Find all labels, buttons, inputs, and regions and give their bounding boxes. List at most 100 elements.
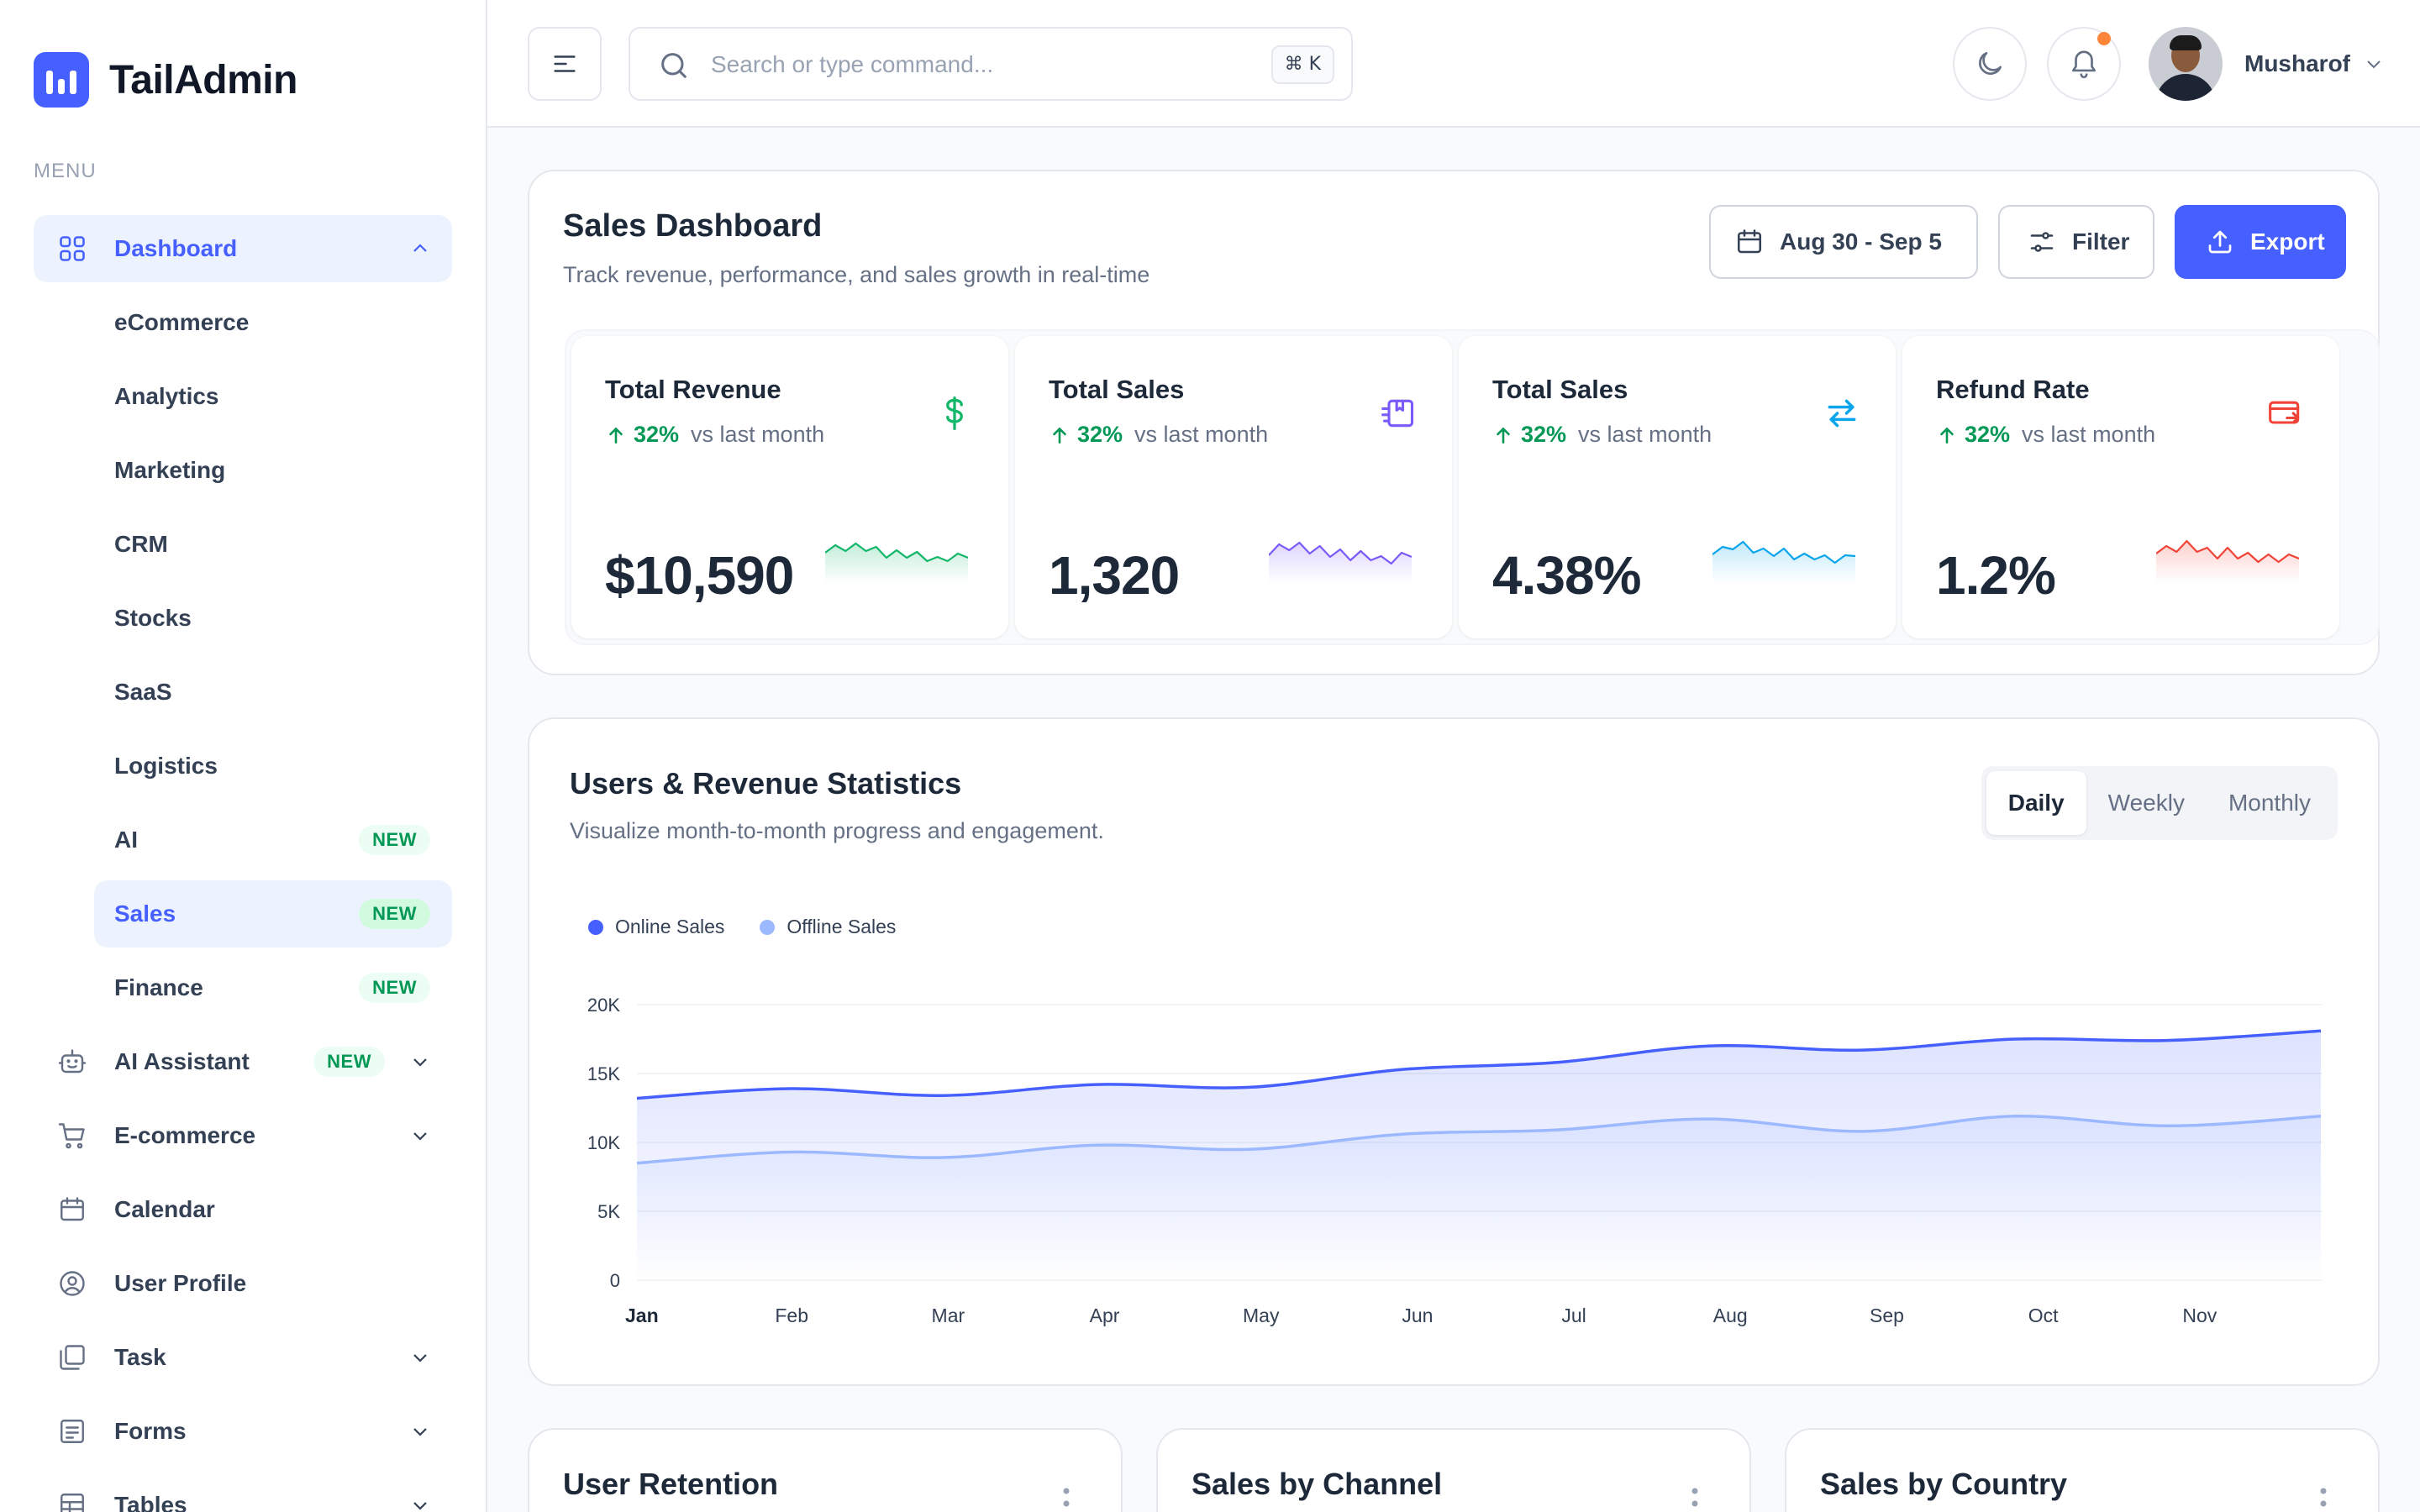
chevron-down-icon — [413, 1058, 427, 1067]
sidebar-main-list: AI Assistant NEW E-commerce Calendar User Pr… — [34, 1028, 452, 1512]
stat-delta: 32% vs last month — [1049, 422, 1268, 448]
sidebar-subitem-ecommerce[interactable]: eCommerce — [94, 289, 452, 356]
sidebar-subitem-crm[interactable]: CRM — [94, 511, 452, 578]
x-tick-label: Jan — [625, 1305, 659, 1326]
arrow-up-icon — [1940, 427, 1954, 444]
legend-label: Offline Sales — [786, 916, 897, 937]
sidebar-item-label: User Profile — [114, 1270, 247, 1296]
tab-daily[interactable]: Daily — [1986, 771, 2086, 835]
robot-icon — [58, 1049, 87, 1074]
chevron-down-icon — [2367, 60, 2381, 69]
page-title: Sales Dashboard — [563, 208, 823, 244]
stat-card-total-sales-rate: Total Sales 32% vs last month 4.38% — [1459, 336, 1896, 638]
series-area-1 — [637, 1116, 2321, 1280]
user-menu[interactable]: Musharof — [2149, 27, 2384, 101]
user-name: Musharof — [2244, 50, 2350, 76]
legend-item-online[interactable]: Online Sales — [588, 916, 724, 938]
sidebar-subitem-ai[interactable]: AI NEW — [94, 806, 452, 874]
search-input[interactable] — [711, 45, 1215, 84]
stat-title: Total Revenue — [605, 375, 781, 404]
search-shortcut: ⌘ K — [1270, 45, 1334, 84]
stat-delta: 32% vs last month — [1936, 422, 2155, 448]
moon-icon — [1979, 51, 2002, 75]
sidebar: TailAdmin MENU Dashboard eCommerce Analyt… — [0, 0, 487, 1512]
stat-title: Total Sales — [1049, 375, 1185, 404]
sidebar-subitem-logistics[interactable]: Logistics — [94, 732, 452, 800]
sidebar-subitem-label: AI — [114, 827, 138, 853]
sparkline — [1712, 540, 1855, 583]
chevron-down-icon — [413, 1502, 427, 1510]
sidebar-subitem-stocks[interactable]: Stocks — [94, 585, 452, 652]
card-title: User Retention — [563, 1467, 779, 1501]
arrow-up-icon — [1497, 427, 1510, 444]
sidebar-item-task[interactable]: Task — [34, 1324, 452, 1391]
app-name: TailAdmin — [109, 57, 297, 102]
stats-row: Total Revenue 32% vs last month $10,590 … — [565, 329, 2380, 645]
sidebar-item-ai-assistant[interactable]: AI Assistant NEW — [34, 1028, 452, 1095]
sidebar-item-label: Task — [114, 1344, 166, 1370]
sidebar-item-user-profile[interactable]: User Profile — [34, 1250, 452, 1317]
menu-label: MENU — [34, 160, 97, 182]
stat-title: Total Sales — [1492, 375, 1628, 404]
stat-card-total-revenue: Total Revenue 32% vs last month $10,590 — [571, 336, 1008, 638]
sidebar-item-calendar[interactable]: Calendar — [34, 1176, 452, 1243]
sidebar-item-dashboard[interactable]: Dashboard — [34, 215, 452, 282]
x-tick-label: Nov — [2182, 1305, 2217, 1326]
x-tick-label: Feb — [775, 1305, 808, 1326]
more-icon[interactable] — [1691, 1487, 1699, 1512]
refund-icon — [2269, 401, 2300, 424]
series-line-offline-sales[interactable] — [636, 1115, 2322, 1165]
legend-item-offline[interactable]: Offline Sales — [760, 916, 896, 938]
user-retention-card: User Retention — [528, 1428, 1123, 1512]
stat-delta: 32% vs last month — [605, 422, 824, 448]
more-icon[interactable] — [1062, 1487, 1071, 1512]
sliders-icon — [2030, 232, 2054, 252]
search-icon — [661, 53, 687, 78]
stat-card-refund-rate: Refund Rate 32% vs last month 1.2% — [1902, 336, 2339, 638]
series-line-online-sales[interactable] — [636, 1029, 2322, 1100]
stat-title: Refund Rate — [1936, 375, 2090, 404]
sidebar-item-e-commerce[interactable]: E-commerce — [34, 1102, 452, 1169]
sidebar-item-label: Calendar — [114, 1196, 215, 1222]
new-badge: NEW — [359, 973, 430, 1003]
stat-value: $10,590 — [605, 545, 794, 606]
sidebar-subitem-analytics[interactable]: Analytics — [94, 363, 452, 430]
stat-card-total-sales: Total Sales 32% vs last month 1,320 — [1015, 336, 1452, 638]
sidebar-nav: Dashboard eCommerce Analytics Marketing CRM… — [34, 215, 452, 1512]
notifications-button[interactable] — [2047, 27, 2121, 101]
sidebar-item-tables[interactable]: Tables — [34, 1472, 452, 1512]
tab-monthly[interactable]: Monthly — [2228, 790, 2311, 816]
export-label: Export — [2250, 228, 2325, 255]
date-range-button[interactable]: Aug 30 - Sep 5 — [1709, 205, 1978, 279]
sidebar-subitem-marketing[interactable]: Marketing — [94, 437, 452, 504]
sidebar-item-forms[interactable]: Forms — [34, 1398, 452, 1465]
new-badge: NEW — [359, 899, 430, 929]
notification-dot — [2097, 32, 2111, 45]
dashboard-submenu: eCommerce Analytics Marketing CRM Stocks SaaS… — [34, 289, 452, 1021]
chevron-down-icon — [413, 1428, 427, 1436]
filter-button[interactable]: Filter — [1998, 205, 2154, 279]
tab-weekly[interactable]: Weekly — [2107, 790, 2185, 816]
x-tick-label: Mar — [932, 1305, 965, 1326]
sidebar-subitem-label: Logistics — [114, 753, 218, 779]
more-icon[interactable] — [2319, 1487, 2328, 1512]
sidebar-subitem-sales[interactable]: Sales NEW — [94, 880, 452, 948]
sidebar-toggle-button[interactable] — [528, 27, 602, 101]
sidebar-subitem-label: Analytics — [114, 383, 219, 409]
export-button[interactable]: Export — [2175, 205, 2346, 279]
sidebar-item-label: Forms — [114, 1418, 187, 1444]
logo[interactable]: TailAdmin — [34, 52, 297, 108]
table-icon — [60, 1494, 84, 1512]
sidebar-subitem-finance[interactable]: Finance NEW — [94, 954, 452, 1021]
grid-icon — [60, 236, 85, 261]
sparkline — [825, 542, 968, 583]
sidebar-subitem-label: Stocks — [114, 605, 192, 631]
dark-mode-button[interactable] — [1953, 27, 2027, 101]
chart-legend: Online Sales Offline Sales — [588, 916, 931, 938]
x-tick-label: Sep — [1870, 1305, 1904, 1326]
top-header: ⌘ K Musharof — [487, 0, 2420, 128]
sidebar-item-label: E-commerce — [114, 1122, 256, 1148]
y-tick-label: 20K — [587, 995, 620, 1016]
sidebar-subitem-saas[interactable]: SaaS — [94, 659, 452, 726]
